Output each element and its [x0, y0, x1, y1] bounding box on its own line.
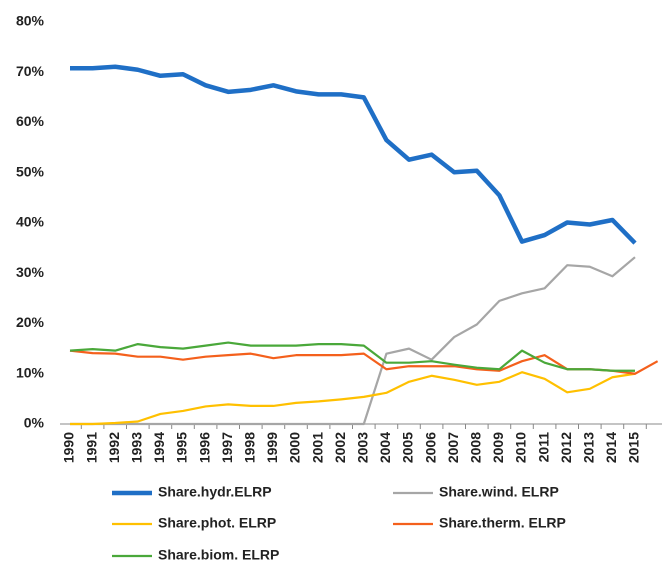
x-tick-label: 2007	[445, 432, 461, 463]
x-tick-label: 1994	[151, 432, 167, 463]
x-tick-label: 2000	[287, 432, 303, 463]
legend-label: Share.hydr.ELRP	[158, 484, 272, 500]
series-line	[70, 371, 636, 426]
legend-label: Share.wind. ELRP	[439, 484, 559, 500]
x-tick-label: 2010	[513, 432, 529, 463]
x-tick-label: 2004	[377, 432, 393, 463]
x-tick-label: 2015	[626, 432, 642, 463]
x-tick-label: 1995	[174, 432, 190, 463]
x-tick-label: 2005	[400, 432, 416, 463]
x-tick-label: 2012	[558, 432, 574, 463]
y-tick-label: 10%	[16, 364, 45, 380]
x-tick-label: 2006	[422, 432, 438, 463]
legend-label: Share.phot. ELRP	[158, 515, 276, 531]
x-tick-label: 2001	[309, 432, 325, 463]
x-tick-label: 2002	[332, 432, 348, 463]
series-line	[69, 349, 659, 375]
y-tick-label: 0%	[24, 415, 45, 431]
x-tick-label: 2014	[603, 432, 619, 463]
x-tick-label: 1997	[219, 432, 235, 463]
x-tick-label: 1999	[264, 432, 280, 463]
y-tick-label: 80%	[16, 13, 45, 29]
x-tick-label: 1993	[129, 432, 145, 463]
x-tick-label: 1996	[196, 432, 212, 463]
x-tick-label: 2013	[581, 432, 597, 463]
x-tick-label: 1998	[242, 432, 258, 463]
y-tick-label: 50%	[16, 163, 45, 179]
x-tick-label: 1991	[83, 432, 99, 463]
series-line	[69, 341, 635, 372]
y-tick-label: 70%	[16, 63, 45, 79]
series-line	[70, 64, 637, 245]
y-tick-label: 30%	[16, 264, 45, 280]
legend-label: Share.therm. ELRP	[439, 515, 566, 531]
legend-label: Share.biom. ELRP	[158, 547, 279, 563]
x-tick-label: 2009	[490, 432, 506, 463]
x-tick-label: 2003	[355, 432, 371, 463]
x-tick-label: 2011	[535, 432, 551, 463]
x-tick-label: 1992	[106, 432, 122, 463]
y-tick-label: 40%	[16, 214, 45, 230]
y-tick-label: 60%	[16, 113, 45, 129]
x-tick-label: 1990	[61, 432, 77, 463]
x-tick-label: 2008	[468, 432, 484, 463]
y-tick-label: 20%	[16, 314, 45, 330]
series-line	[70, 256, 636, 426]
